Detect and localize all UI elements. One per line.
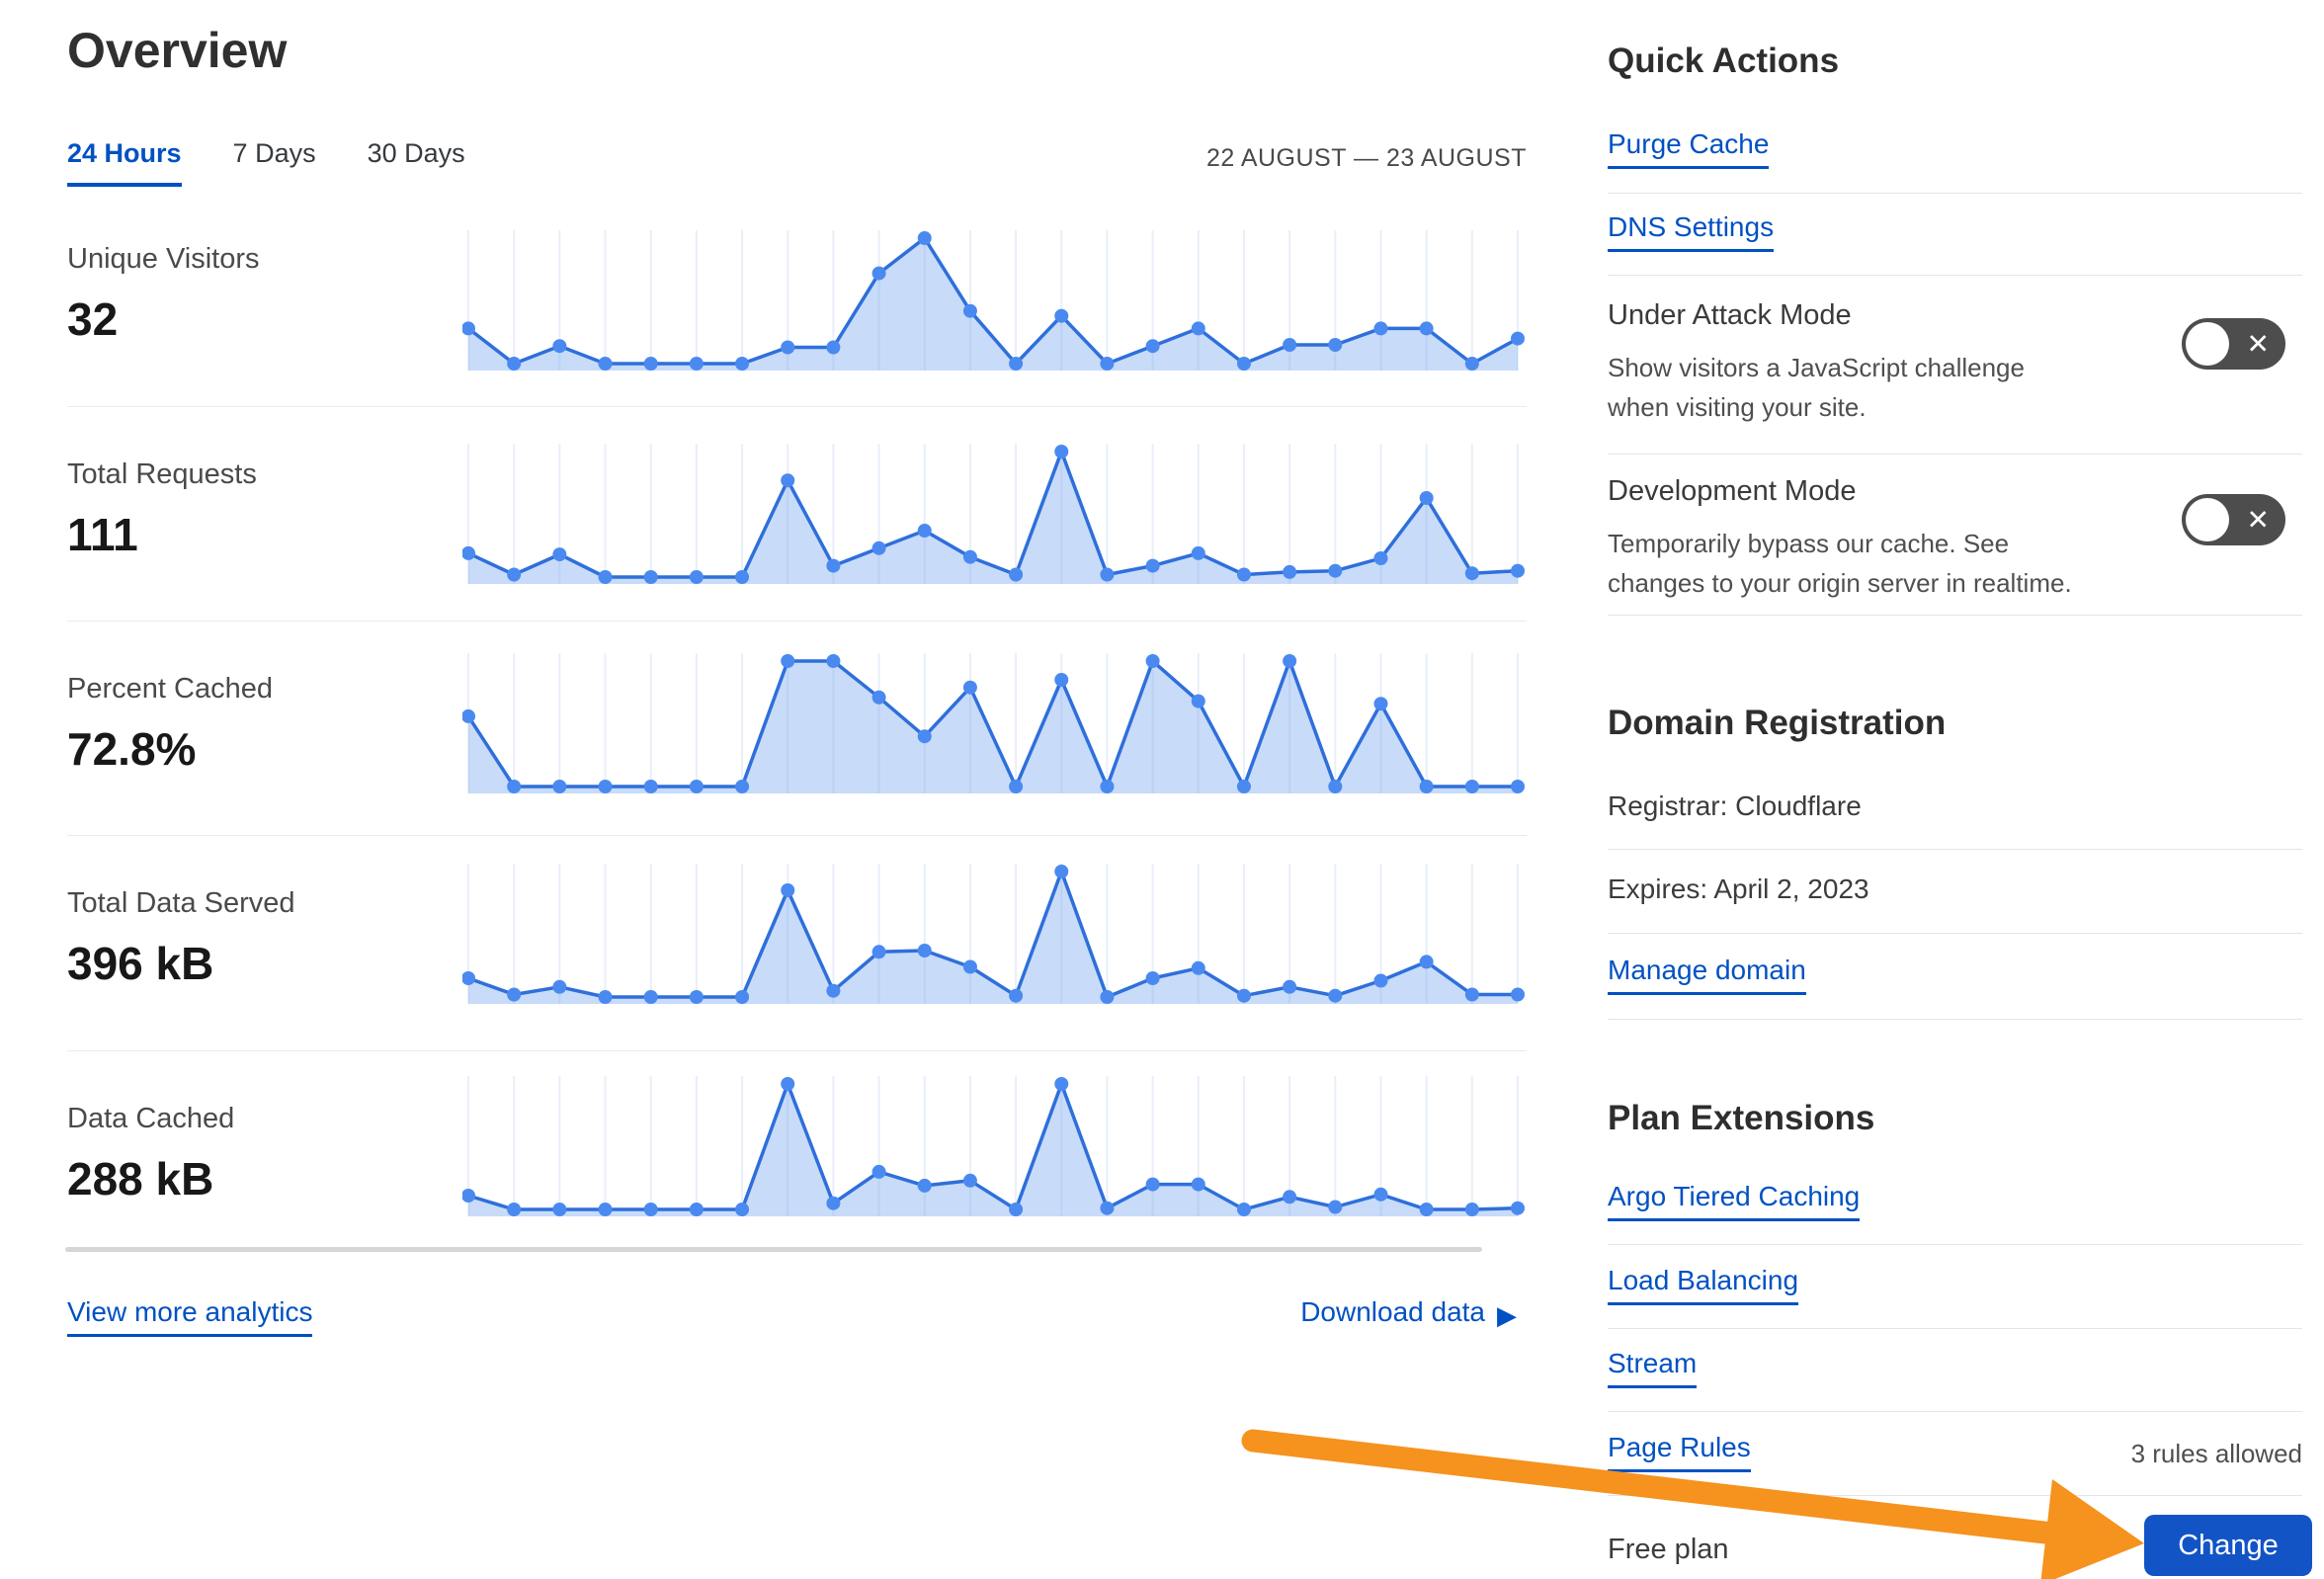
metric-value-unique-visitors: 32 <box>67 293 119 345</box>
sidebar-divider <box>1608 193 2302 194</box>
sparkline-unique-visitors <box>462 230 1530 371</box>
metric-value-total-requests: 111 <box>67 509 138 560</box>
row-divider <box>67 835 1527 836</box>
download-data-link[interactable]: Download data ▶ <box>1300 1296 1517 1334</box>
row-divider <box>67 1050 1527 1051</box>
registrar-label: Registrar: Cloudflare <box>1608 790 1862 821</box>
sidebar-divider <box>1608 275 2302 276</box>
load-balancing-link[interactable]: Load Balancing <box>1608 1265 1799 1305</box>
domain-registration-heading: Domain Registration <box>1608 704 1947 742</box>
sidebar-divider <box>1608 1495 2302 1496</box>
page-rules-link[interactable]: Page Rules <box>1608 1432 1751 1472</box>
sparkline-total-data-served <box>462 864 1530 1004</box>
sparkline-percent-cached <box>462 653 1530 793</box>
plan-extensions-heading: Plan Extensions <box>1608 1099 1875 1137</box>
under-attack-mode-description: Show visitors a JavaScript challenge whe… <box>1608 353 2025 423</box>
page-rules-allowance: 3 rules allowed <box>2130 1439 2302 1468</box>
development-mode-description: Temporarily bypass our cache. See change… <box>1608 529 2072 599</box>
sidebar-divider <box>1608 1328 2302 1329</box>
row-divider <box>67 406 1527 407</box>
view-more-analytics-link[interactable]: View more analytics <box>67 1296 313 1337</box>
metric-value-total-data-served: 396 kB <box>67 938 214 989</box>
tab-30-days[interactable]: 30 Days <box>367 138 465 168</box>
row-divider <box>67 621 1527 622</box>
download-data-label[interactable]: Download data <box>1300 1296 1485 1327</box>
purge-cache-link[interactable]: Purge Cache <box>1608 128 1770 169</box>
tab-7-days[interactable]: 7 Days <box>232 138 316 168</box>
sparkline-total-requests <box>462 444 1530 584</box>
sidebar-divider <box>1608 1411 2302 1412</box>
x-icon: ✕ <box>2246 328 2270 360</box>
change-plan-button[interactable]: Change <box>2144 1515 2312 1576</box>
metric-label-total-requests: Total Requests <box>67 458 257 490</box>
under-attack-mode-toggle[interactable]: ✕ <box>2182 318 2285 370</box>
development-mode-title: Development Mode <box>1608 475 1857 507</box>
sparkline-data-cached <box>462 1076 1530 1216</box>
current-plan-label: Free plan <box>1608 1534 1729 1565</box>
expires-label: Expires: April 2, 2023 <box>1608 873 1869 904</box>
time-range-tabs: 24 Hours 7 Days 30 Days <box>67 138 465 187</box>
quick-actions-heading: Quick Actions <box>1608 42 1840 80</box>
sidebar-divider <box>1608 933 2302 934</box>
sidebar: Quick Actions Purge Cache DNS Settings U… <box>1608 0 2312 1579</box>
metric-label-data-cached: Data Cached <box>67 1103 235 1134</box>
play-right-icon: ▶ <box>1497 1300 1517 1330</box>
development-mode-toggle[interactable]: ✕ <box>2182 494 2285 545</box>
date-range-label: 22 AUGUST — 23 AUGUST <box>1205 144 1527 172</box>
manage-domain-link[interactable]: Manage domain <box>1608 955 1806 995</box>
metric-value-percent-cached: 72.8% <box>67 723 197 775</box>
sidebar-divider <box>1608 1019 2302 1020</box>
sidebar-divider <box>1608 615 2302 616</box>
stream-link[interactable]: Stream <box>1608 1348 1698 1388</box>
metric-label-unique-visitors: Unique Visitors <box>67 243 260 275</box>
argo-tiered-caching-link[interactable]: Argo Tiered Caching <box>1608 1181 1861 1221</box>
metric-label-percent-cached: Percent Cached <box>67 673 273 705</box>
x-icon: ✕ <box>2246 504 2270 536</box>
toggle-knob <box>2186 322 2229 366</box>
sidebar-divider <box>1608 1244 2302 1245</box>
dns-settings-link[interactable]: DNS Settings <box>1608 211 1775 252</box>
under-attack-mode-title: Under Attack Mode <box>1608 299 1852 331</box>
page-title: Overview <box>67 23 288 78</box>
sidebar-divider <box>1608 849 2302 850</box>
toggle-knob <box>2186 498 2229 541</box>
tab-24-hours[interactable]: 24 Hours <box>67 138 182 187</box>
metric-value-data-cached: 288 kB <box>67 1153 214 1205</box>
section-divider <box>65 1247 1482 1252</box>
sidebar-divider <box>1608 454 2302 455</box>
metric-label-total-data-served: Total Data Served <box>67 887 295 919</box>
